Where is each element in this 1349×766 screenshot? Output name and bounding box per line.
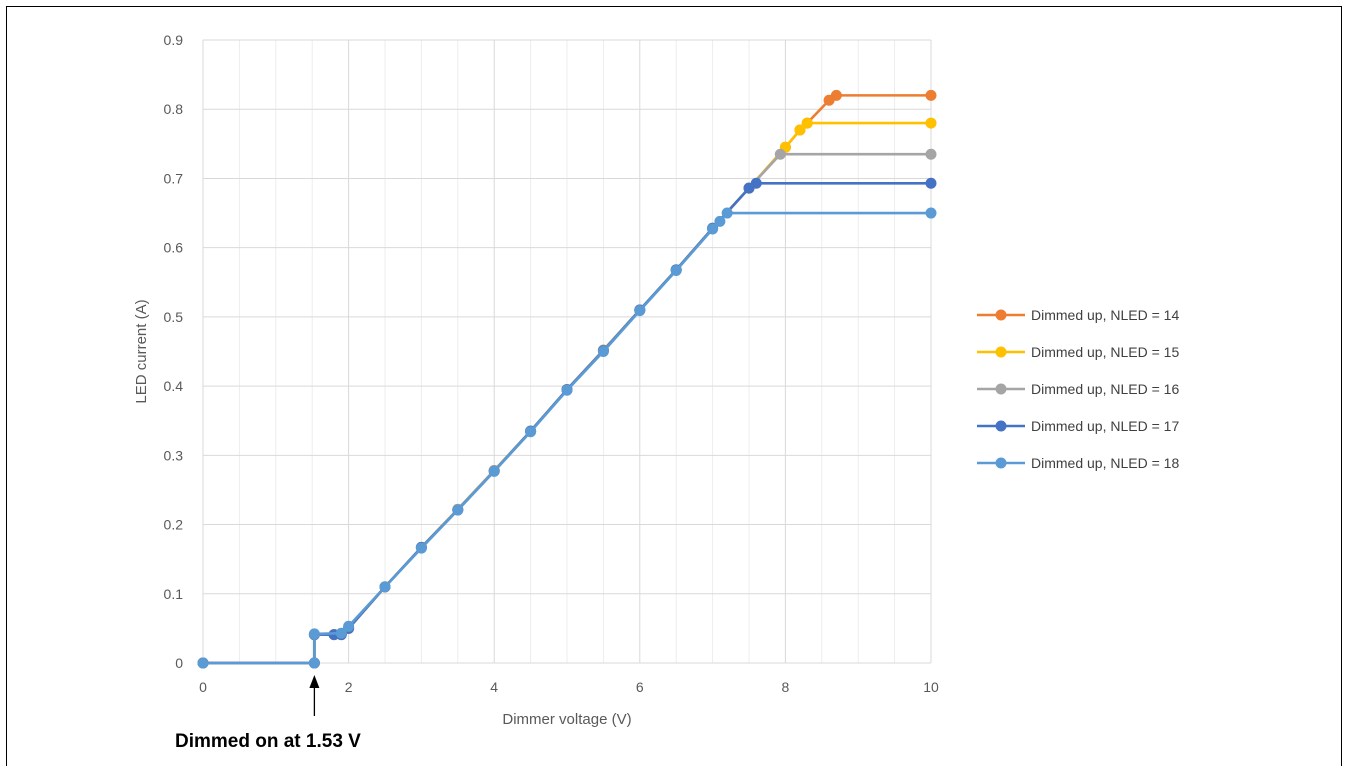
data-point [308,628,320,640]
series-5 [197,207,937,669]
legend-label: Dimmed up, NLED = 15 [1031,344,1179,360]
grid [202,39,932,664]
x-tick-label: 6 [636,679,644,695]
legend-item: Dimmed up, NLED = 16 [977,381,1179,397]
annotation: Dimmed on at 1.53 V [175,675,361,752]
legend-label: Dimmed up, NLED = 14 [1031,307,1179,323]
legend-item: Dimmed up, NLED = 18 [977,455,1179,471]
data-point [721,207,733,219]
x-tick-label: 10 [923,679,939,695]
series-layer [197,89,937,669]
y-tick-label: 0.9 [164,32,184,48]
data-point [830,89,842,101]
data-point [925,177,937,189]
y-axis-label: LED current (A) [133,299,150,403]
data-point [774,148,786,160]
data-point [452,504,464,516]
y-tick-label: 0 [175,655,183,671]
y-tick-label: 0.8 [164,101,184,117]
data-point [707,223,719,235]
chart-frame [6,6,1342,766]
data-point [925,89,937,101]
data-point [670,265,682,277]
x-axis-label: Dimmer voltage (V) [502,711,631,728]
data-point [714,215,726,227]
legend-swatch-marker [995,420,1007,432]
data-point [379,581,391,593]
legend-swatch-marker [995,346,1007,358]
annotation-text: Dimmed on at 1.53 V [175,731,361,752]
y-tick-label: 0.2 [164,517,184,533]
y-tick-label: 0.4 [164,378,184,394]
legend: Dimmed up, NLED = 14 Dimmed up, NLED = 15… [977,307,1179,471]
data-point [925,207,937,219]
data-point [801,117,813,129]
annotation-arrowhead [309,675,320,688]
legend-item: Dimmed up, NLED = 14 [977,307,1179,323]
data-point [750,177,762,189]
x-tick-labels: 0 2 4 6 8 10 [199,679,939,695]
legend-label: Dimmed up, NLED = 16 [1031,381,1179,397]
y-tick-label: 0.1 [164,586,184,602]
data-point [335,627,347,639]
data-point [925,117,937,129]
y-tick-labels: 0 0.1 0.2 0.3 0.4 0.5 0.6 0.7 0.8 0.9 [164,32,184,671]
data-point [488,465,500,477]
x-tick-label: 2 [345,679,353,695]
data-point [561,384,573,396]
x-tick-label: 4 [490,679,498,695]
x-tick-label: 0 [199,679,207,695]
data-point [343,620,355,632]
legend-label: Dimmed up, NLED = 18 [1031,455,1179,471]
legend-label: Dimmed up, NLED = 17 [1031,418,1179,434]
legend-item: Dimmed up, NLED = 17 [977,418,1179,434]
data-point [525,426,537,438]
data-point [794,124,806,136]
data-point [197,657,209,669]
data-point [597,346,609,357]
data-point [925,148,937,160]
y-tick-label: 0.6 [164,240,184,256]
data-point [415,542,427,554]
x-tick-label: 8 [782,679,790,695]
legend-item: Dimmed up, NLED = 15 [977,344,1179,360]
y-tick-label: 0.3 [164,447,184,463]
legend-swatch-marker [995,383,1007,395]
data-point [634,305,646,317]
legend-swatch-marker [995,309,1007,321]
data-point [308,657,320,669]
y-tick-label: 0.5 [164,309,184,325]
y-tick-label: 0.7 [164,170,184,186]
legend-swatch-marker [995,457,1007,469]
